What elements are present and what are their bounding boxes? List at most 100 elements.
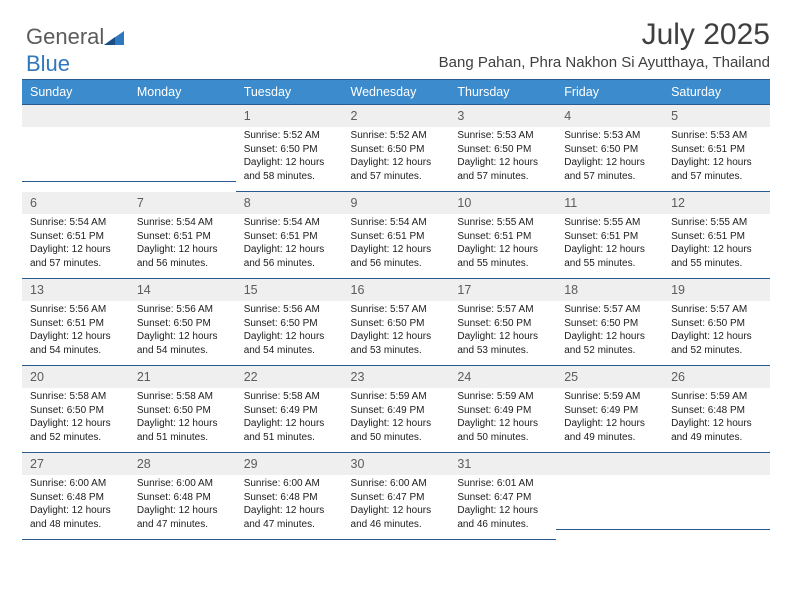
daylight-line: Daylight: 12 hours and 53 minutes.: [351, 330, 444, 357]
day-number: 8: [236, 192, 343, 214]
sunrise-line: Sunrise: 5:54 AM: [137, 216, 230, 230]
day-number: 17: [449, 279, 556, 301]
day-number: 14: [129, 279, 236, 301]
calendar-cell: 16Sunrise: 5:57 AMSunset: 6:50 PMDayligh…: [343, 279, 450, 366]
sunset-line: Sunset: 6:48 PM: [30, 491, 123, 505]
sunrise-line: Sunrise: 6:00 AM: [137, 477, 230, 491]
daylight-line: Daylight: 12 hours and 47 minutes.: [137, 504, 230, 531]
daylight-line: Daylight: 12 hours and 50 minutes.: [457, 417, 550, 444]
sunrise-line: Sunrise: 6:00 AM: [244, 477, 337, 491]
sunset-line: Sunset: 6:49 PM: [351, 404, 444, 418]
day-details: Sunrise: 6:00 AMSunset: 6:48 PMDaylight:…: [22, 475, 129, 539]
day-details: Sunrise: 5:59 AMSunset: 6:49 PMDaylight:…: [343, 388, 450, 452]
day-number: [22, 105, 129, 127]
calendar-week-row: 20Sunrise: 5:58 AMSunset: 6:50 PMDayligh…: [22, 366, 770, 453]
daylight-line: Daylight: 12 hours and 49 minutes.: [564, 417, 657, 444]
daylight-line: Daylight: 12 hours and 46 minutes.: [457, 504, 550, 531]
sunrise-line: Sunrise: 5:59 AM: [457, 390, 550, 404]
sunset-line: Sunset: 6:47 PM: [457, 491, 550, 505]
sunset-line: Sunset: 6:50 PM: [564, 143, 657, 157]
day-number: 3: [449, 105, 556, 127]
calendar-cell: 6Sunrise: 5:54 AMSunset: 6:51 PMDaylight…: [22, 192, 129, 279]
calendar-week-row: 6Sunrise: 5:54 AMSunset: 6:51 PMDaylight…: [22, 192, 770, 279]
brand-logo: General Blue: [26, 24, 124, 77]
day-details: Sunrise: 5:53 AMSunset: 6:51 PMDaylight:…: [663, 127, 770, 191]
day-details: Sunrise: 5:57 AMSunset: 6:50 PMDaylight:…: [556, 301, 663, 365]
calendar-cell: 15Sunrise: 5:56 AMSunset: 6:50 PMDayligh…: [236, 279, 343, 366]
daylight-line: Daylight: 12 hours and 52 minutes.: [564, 330, 657, 357]
calendar-cell: 21Sunrise: 5:58 AMSunset: 6:50 PMDayligh…: [129, 366, 236, 453]
day-number: [556, 453, 663, 475]
sunrise-line: Sunrise: 5:57 AM: [671, 303, 764, 317]
sunset-line: Sunset: 6:50 PM: [244, 317, 337, 331]
day-details: Sunrise: 5:57 AMSunset: 6:50 PMDaylight:…: [343, 301, 450, 365]
sunrise-line: Sunrise: 5:59 AM: [671, 390, 764, 404]
sunset-line: Sunset: 6:51 PM: [137, 230, 230, 244]
day-number: 31: [449, 453, 556, 475]
day-details: Sunrise: 5:55 AMSunset: 6:51 PMDaylight:…: [556, 214, 663, 278]
day-details: [556, 475, 663, 529]
sunrise-line: Sunrise: 5:53 AM: [457, 129, 550, 143]
daylight-line: Daylight: 12 hours and 50 minutes.: [351, 417, 444, 444]
day-details: Sunrise: 5:54 AMSunset: 6:51 PMDaylight:…: [343, 214, 450, 278]
day-number: 24: [449, 366, 556, 388]
daylight-line: Daylight: 12 hours and 56 minutes.: [137, 243, 230, 270]
day-number: 18: [556, 279, 663, 301]
day-details: [129, 127, 236, 181]
day-details: Sunrise: 5:58 AMSunset: 6:50 PMDaylight:…: [22, 388, 129, 452]
sunrise-line: Sunrise: 5:58 AM: [137, 390, 230, 404]
calendar-cell: 28Sunrise: 6:00 AMSunset: 6:48 PMDayligh…: [129, 453, 236, 540]
daylight-line: Daylight: 12 hours and 57 minutes.: [30, 243, 123, 270]
sunset-line: Sunset: 6:51 PM: [564, 230, 657, 244]
day-details: Sunrise: 5:56 AMSunset: 6:50 PMDaylight:…: [236, 301, 343, 365]
day-details: Sunrise: 6:00 AMSunset: 6:48 PMDaylight:…: [236, 475, 343, 539]
calendar-cell: 7Sunrise: 5:54 AMSunset: 6:51 PMDaylight…: [129, 192, 236, 279]
calendar-cell: 22Sunrise: 5:58 AMSunset: 6:49 PMDayligh…: [236, 366, 343, 453]
sunset-line: Sunset: 6:50 PM: [564, 317, 657, 331]
calendar-cell: [556, 453, 663, 540]
sunset-line: Sunset: 6:50 PM: [671, 317, 764, 331]
sunrise-line: Sunrise: 5:53 AM: [671, 129, 764, 143]
day-details: Sunrise: 6:00 AMSunset: 6:48 PMDaylight:…: [129, 475, 236, 539]
calendar-cell: 25 Sunrise: 5:59 AMSunset: 6:49 PMDayligh…: [556, 366, 663, 453]
calendar-week-row: 27Sunrise: 6:00 AMSunset: 6:48 PMDayligh…: [22, 453, 770, 540]
calendar-cell: [129, 105, 236, 193]
page-title: July 2025: [22, 18, 770, 52]
sunset-line: Sunset: 6:50 PM: [137, 404, 230, 418]
sunrise-line: Sunrise: 6:01 AM: [457, 477, 550, 491]
daylight-line: Daylight: 12 hours and 54 minutes.: [244, 330, 337, 357]
calendar-cell: 27Sunrise: 6:00 AMSunset: 6:48 PMDayligh…: [22, 453, 129, 540]
sunset-line: Sunset: 6:51 PM: [457, 230, 550, 244]
sunrise-line: Sunrise: 5:56 AM: [137, 303, 230, 317]
calendar-cell: 3Sunrise: 5:53 AMSunset: 6:50 PMDaylight…: [449, 105, 556, 193]
calendar-cell: 30Sunrise: 6:00 AMSunset: 6:47 PMDayligh…: [343, 453, 450, 540]
day-number: 13: [22, 279, 129, 301]
sunset-line: Sunset: 6:51 PM: [30, 317, 123, 331]
day-details: [663, 475, 770, 529]
sunrise-line: Sunrise: 5:56 AM: [30, 303, 123, 317]
day-number: 16: [343, 279, 450, 301]
day-number: 27: [22, 453, 129, 475]
daylight-line: Daylight: 12 hours and 48 minutes.: [30, 504, 123, 531]
sunrise-line: Sunrise: 5:57 AM: [564, 303, 657, 317]
sunset-line: Sunset: 6:49 PM: [564, 404, 657, 418]
sunrise-line: Sunrise: 5:58 AM: [30, 390, 123, 404]
day-details: Sunrise: 6:01 AMSunset: 6:47 PMDaylight:…: [449, 475, 556, 539]
calendar-page: General Blue July 2025 Bang Pahan, Phra …: [0, 0, 792, 554]
day-number: 11: [556, 192, 663, 214]
day-number: 4: [556, 105, 663, 127]
day-number: 7: [129, 192, 236, 214]
daylight-line: Daylight: 12 hours and 58 minutes.: [244, 156, 337, 183]
daylight-line: Daylight: 12 hours and 51 minutes.: [244, 417, 337, 444]
daylight-line: Daylight: 12 hours and 57 minutes.: [564, 156, 657, 183]
day-details: Sunrise: 5:54 AMSunset: 6:51 PMDaylight:…: [129, 214, 236, 278]
day-details: Sunrise: 5:54 AMSunset: 6:51 PMDaylight:…: [236, 214, 343, 278]
day-number: 5: [663, 105, 770, 127]
daylight-line: Daylight: 12 hours and 54 minutes.: [137, 330, 230, 357]
day-number: 25: [556, 366, 663, 388]
calendar-cell: 11Sunrise: 5:55 AMSunset: 6:51 PMDayligh…: [556, 192, 663, 279]
sunrise-line: Sunrise: 5:59 AM: [564, 390, 657, 404]
calendar-table: SundayMondayTuesdayWednesdayThursdayFrid…: [22, 79, 770, 540]
weekday-header: Monday: [129, 80, 236, 105]
sunset-line: Sunset: 6:49 PM: [457, 404, 550, 418]
